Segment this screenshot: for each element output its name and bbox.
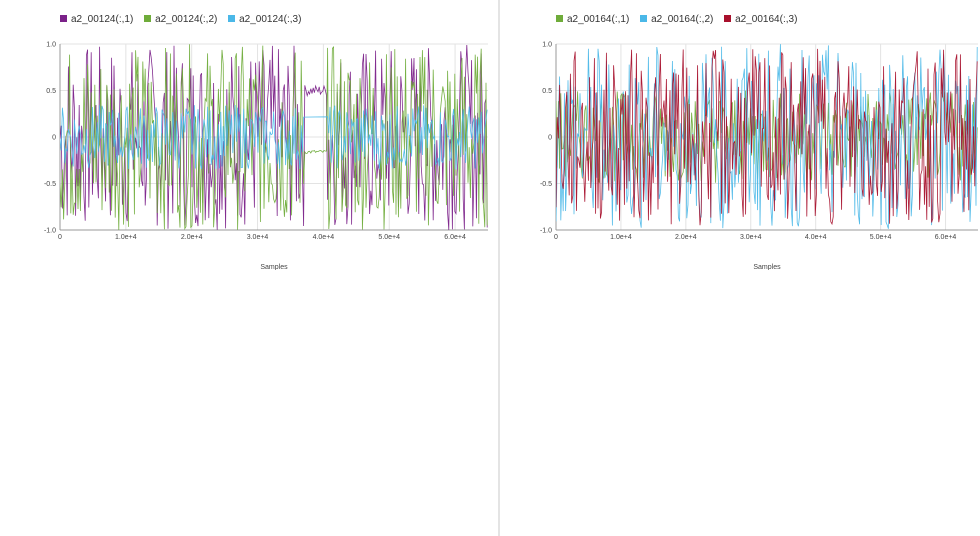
x-tick-label: 4.0e+4: [805, 234, 827, 241]
x-axis-label: Samples: [260, 264, 288, 270]
x-tick-label: 2.0e+4: [181, 234, 203, 241]
y-tick-label: -1.0: [540, 228, 552, 235]
legend-label: a2_00124(:,1): [71, 14, 134, 25]
right-panel: a2_00164(:,1) a2_00164(:,2) a2_00164(:,3…: [500, 0, 980, 536]
legend-item[interactable]: a2_00124(:,3): [228, 14, 301, 25]
y-tick-label: 1.0: [542, 42, 552, 49]
time-series-chart-left: 0 1.0e+4 2.0e+4 3.0e+4 4.0e+4 5.0e+4 6.0e+4 1.0…: [44, 42, 488, 270]
x-tick-label: 2.0e+4: [675, 234, 697, 241]
x-tick-label: 3.0e+4: [740, 234, 762, 241]
x-tick-label: 1.0e+4: [115, 234, 137, 241]
legend-label: a2_00124(:,2): [155, 14, 218, 25]
legend-item[interactable]: a2_00164(:,3): [724, 14, 797, 25]
series-line: [60, 44, 488, 230]
y-tick-label: 1.0: [46, 42, 56, 49]
x-tick-label: 6.0e+4: [935, 234, 957, 241]
legend-swatch: [724, 15, 732, 22]
panel-divider: [498, 0, 500, 536]
legend-item[interactable]: a2_00164(:,1): [556, 14, 629, 25]
legend-swatch: [144, 15, 152, 22]
legend-label: a2_00164(:,3): [735, 14, 798, 25]
x-tick-label: 0: [554, 234, 558, 241]
y-tick-label: 0: [548, 135, 552, 142]
legend-label: a2_00164(:,1): [567, 14, 630, 25]
legend-label: a2_00164(:,2): [651, 14, 714, 25]
legend-swatch: [228, 15, 236, 22]
legend-right: a2_00164(:,1) a2_00164(:,2) a2_00164(:,3…: [556, 14, 805, 25]
x-tick-label: 4.0e+4: [313, 234, 335, 241]
x-tick-label: 5.0e+4: [378, 234, 400, 241]
y-tick-label: 0.5: [46, 88, 56, 95]
legend-left: a2_00124(:,1) a2_00124(:,2) a2_00124(:,3…: [60, 14, 309, 25]
x-tick-label: 0: [58, 234, 62, 241]
legend-item[interactable]: a2_00164(:,2): [640, 14, 713, 25]
legend-item[interactable]: a2_00124(:,1): [60, 14, 133, 25]
y-tick-label: -0.5: [540, 181, 552, 188]
legend-swatch: [556, 15, 563, 22]
y-tick-label: 0.5: [542, 88, 552, 95]
x-axis-label: Samples: [753, 264, 781, 270]
time-series-chart-right: 0 1.0e+4 2.0e+4 3.0e+4 4.0e+4 5.0e+4 6.0e+4 1.0…: [540, 42, 978, 270]
x-tick-label: 5.0e+4: [870, 234, 892, 241]
y-tick-label: 0: [52, 135, 56, 142]
x-tick-label: 1.0e+4: [610, 234, 632, 241]
series-group: [60, 44, 488, 230]
series-group: [556, 44, 978, 229]
legend-item[interactable]: a2_00124(:,2): [144, 14, 217, 25]
series-line: [556, 48, 978, 226]
x-tick-label: 3.0e+4: [247, 234, 269, 241]
series-line: [60, 104, 488, 170]
legend-swatch: [640, 15, 648, 22]
legend-swatch: [60, 15, 67, 22]
spectrum-chart-right: 0.10.20.30.40.50.60.70.80.91.0-10-20-30-…: [500, 270, 980, 536]
y-tick-label: -0.5: [44, 181, 56, 188]
spectrum-chart-left: 0.10.20.30.40.50.60.70.80.91.0-10-20-30-…: [0, 270, 498, 536]
x-tick-label: 6.0e+4: [444, 234, 466, 241]
y-tick-label: -1.0: [44, 228, 56, 235]
left-panel: a2_00124(:,1) a2_00124(:,2) a2_00124(:,3…: [0, 14, 498, 536]
legend-label: a2_00124(:,3): [239, 14, 302, 25]
